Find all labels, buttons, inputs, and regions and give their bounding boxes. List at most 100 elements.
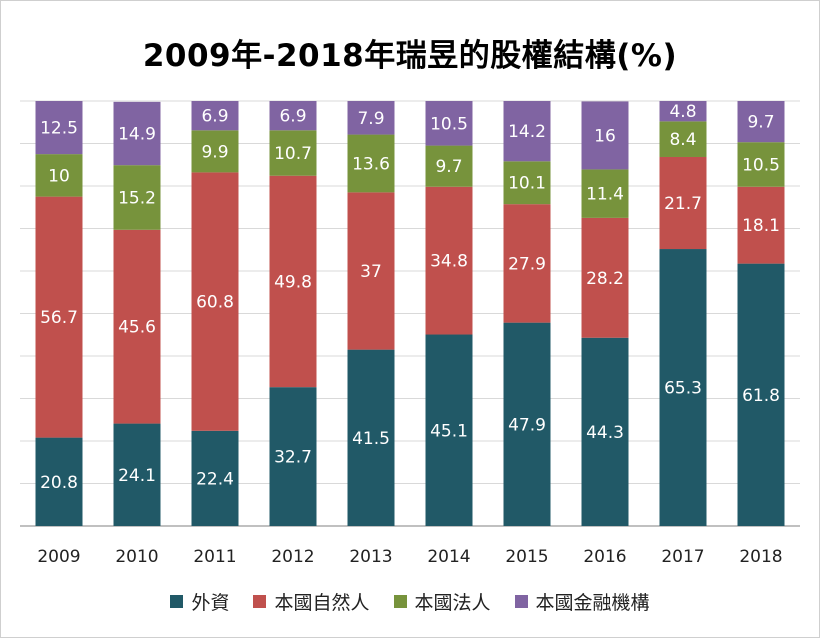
data-label-2010-3: 14.9	[118, 125, 156, 145]
bar-segment-2012-1	[269, 175, 317, 388]
bar-segment-2018-1	[737, 186, 785, 264]
bar-segment-2014-3	[425, 101, 473, 146]
bar-segment-2013-2	[347, 134, 395, 193]
data-label-2017-3: 4.8	[669, 102, 696, 122]
bar-segment-2016-0	[581, 337, 629, 526]
bar-segment-2018-2	[737, 142, 785, 187]
bar-segment-2010-1	[113, 229, 161, 424]
data-label-2014-1: 34.8	[430, 252, 468, 272]
data-label-2016-3: 16	[594, 126, 616, 146]
bar-segment-2010-3	[113, 101, 161, 166]
data-label-2016-1: 28.2	[586, 269, 624, 289]
bar-segment-2013-0	[347, 349, 395, 526]
legend-swatch-foreign	[170, 595, 184, 608]
data-label-2011-3: 6.9	[201, 107, 228, 127]
data-label-2013-0: 41.5	[352, 429, 390, 449]
legend-label-foreign: 外資	[191, 592, 230, 614]
data-label-2017-0: 65.3	[664, 379, 702, 399]
bar-segment-2013-1	[347, 192, 395, 350]
data-label-2017-2: 8.4	[669, 130, 696, 150]
x-tick-label-2014: 2014	[427, 547, 470, 567]
legend-item-domestic-financial: 本國金融機構	[514, 588, 650, 615]
bar-segment-2010-2	[113, 165, 161, 230]
bar-segment-2014-0	[425, 334, 473, 526]
x-tick-label-2013: 2013	[349, 547, 392, 567]
data-label-2015-0: 47.9	[508, 415, 546, 435]
data-label-2010-1: 45.6	[118, 318, 156, 338]
data-label-2009-2: 10	[48, 166, 70, 186]
legend-swatch-domestic-financial	[514, 595, 528, 608]
data-label-2011-0: 22.4	[196, 469, 234, 489]
bars-layer: 20.8 56.7 10 12.5 24.1 45.6 15.2 14.9 22.4 60.8 9.…	[35, 101, 785, 527]
chart-title: 2009年-2018年瑞昱的股權結構(%)	[142, 38, 678, 74]
data-label-2012-0: 32.7	[274, 448, 312, 468]
bar-segment-2016-2	[581, 169, 629, 218]
data-label-2015-3: 14.2	[508, 122, 546, 142]
data-label-2010-2: 15.2	[118, 188, 156, 208]
bar-segment-2015-1	[503, 204, 551, 323]
bar-segment-2017-2	[659, 121, 707, 157]
data-label-2012-2: 10.7	[274, 144, 312, 164]
bar-segment-2012-3	[269, 101, 317, 131]
bar-segment-2018-3	[737, 101, 785, 143]
legend-label-domestic-financial: 本國金融機構	[535, 592, 650, 614]
data-label-2012-1: 49.8	[274, 272, 312, 292]
data-label-2009-0: 20.8	[40, 473, 78, 493]
x-tick-label-2011: 2011	[193, 547, 236, 567]
bar-segment-2012-2	[269, 130, 317, 176]
bar-segment-2015-2	[503, 161, 551, 205]
bar-segment-2016-1	[581, 217, 629, 338]
data-label-2009-1: 56.7	[40, 308, 78, 328]
bar-segment-2012-0	[269, 387, 317, 526]
bar-segment-2017-1	[659, 156, 707, 250]
bar-segment-2017-3	[659, 101, 707, 122]
x-tick-label-2012: 2012	[271, 547, 314, 567]
data-label-2017-1: 21.7	[664, 194, 702, 214]
x-tick-label-2018: 2018	[739, 547, 782, 567]
data-label-2011-1: 60.8	[196, 293, 234, 313]
data-label-2015-2: 10.1	[508, 174, 546, 194]
data-label-2014-0: 45.1	[430, 421, 468, 441]
data-label-2009-3: 12.5	[40, 119, 78, 139]
data-label-2013-1: 37	[360, 262, 382, 282]
bar-segment-2010-0	[113, 423, 161, 526]
bar-segment-2009-0	[35, 437, 83, 526]
bar-segment-2009-2	[35, 154, 83, 197]
data-label-2014-3: 10.5	[430, 114, 468, 134]
stacked-bar-chart: 20.8 56.7 10 12.5 24.1 45.6 15.2 14.9 22.4 60.8 9.…	[20, 100, 800, 567]
data-label-2016-0: 44.3	[586, 423, 624, 443]
bar-segment-2011-0	[191, 430, 239, 526]
data-label-2015-1: 27.9	[508, 254, 546, 274]
legend-swatch-domestic-corporations	[393, 595, 407, 608]
bar-segment-2013-3	[347, 101, 395, 135]
x-tick-label-2009: 2009	[37, 547, 80, 567]
bar-segment-2014-1	[425, 186, 473, 335]
bar-segment-2011-1	[191, 172, 239, 431]
data-label-2010-0: 24.1	[118, 466, 156, 486]
bar-segment-2009-3	[35, 101, 83, 155]
bar-segment-2014-2	[425, 145, 473, 187]
legend-swatch-domestic-individuals	[253, 595, 267, 608]
data-label-2018-0: 61.8	[742, 386, 780, 406]
legend-item-domestic-corporations: 本國法人	[393, 588, 491, 615]
x-tick-label-2016: 2016	[583, 547, 626, 567]
bar-segment-2011-2	[191, 130, 239, 173]
data-label-2013-3: 7.9	[357, 109, 384, 129]
data-label-2014-2: 9.7	[435, 157, 462, 177]
x-axis-ticks: 2009 2010 2011 2012 2013 2014 2015 2016 2017 2018	[37, 547, 782, 567]
legend-item-domestic-individuals: 本國自然人	[253, 588, 370, 615]
bar-segment-2009-1	[35, 196, 83, 438]
data-label-2012-3: 6.9	[279, 107, 306, 127]
legend-label-domestic-corporations: 本國法人	[414, 592, 491, 614]
x-tick-label-2015: 2015	[505, 547, 548, 567]
data-label-2018-1: 18.1	[742, 216, 780, 236]
data-label-2013-2: 13.6	[352, 154, 390, 174]
data-label-2018-3: 9.7	[747, 113, 774, 133]
bar-segment-2015-3	[503, 101, 551, 162]
bar-segment-2018-0	[737, 263, 785, 526]
x-tick-label-2010: 2010	[115, 547, 158, 567]
data-label-2011-2: 9.9	[201, 142, 228, 162]
data-label-2016-2: 11.4	[586, 185, 624, 205]
bar-segment-2017-0	[659, 249, 707, 527]
legend-item-foreign: 外資	[170, 588, 229, 615]
